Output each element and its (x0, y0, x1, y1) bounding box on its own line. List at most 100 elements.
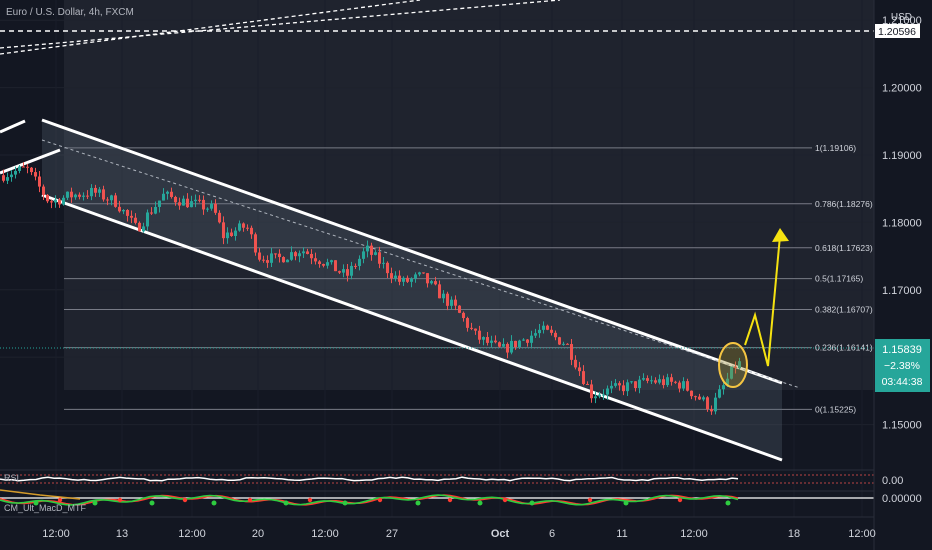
candle-body (130, 215, 133, 218)
channel-lower-line[interactable] (41, 193, 783, 462)
candle-body (426, 273, 429, 284)
candle-body (122, 210, 125, 212)
candle-body (730, 366, 733, 379)
candle-body (406, 277, 409, 282)
candle-body (542, 325, 545, 330)
candle-body (234, 230, 237, 236)
candle-body (586, 383, 589, 385)
candle-body (566, 343, 569, 345)
trend-dashed-1 (0, 0, 561, 49)
last-price-badge (875, 339, 930, 392)
candle-body (314, 258, 317, 262)
candle-body (366, 245, 369, 252)
candle-body (530, 335, 533, 343)
time-tick-label: 12:00 (848, 528, 876, 540)
macd-cross-dot (477, 500, 483, 506)
candle-body (170, 191, 173, 197)
time-axis[interactable]: 12:00 13 12:00 20 12:00 27 Oct 6 11 12:00 18 12:00 (42, 528, 876, 540)
channel-prev-upper[interactable] (0, 119, 26, 134)
candle-body (214, 203, 217, 213)
candle-body (246, 227, 249, 229)
candle-body (318, 261, 321, 265)
candles[interactable] (2, 162, 741, 415)
candle-body (590, 384, 593, 399)
candle-body (2, 175, 5, 181)
candle-body (30, 167, 33, 173)
time-tick-label: 12:00 (311, 528, 339, 540)
trend-dashed-2 (0, 0, 421, 55)
candle-body (714, 397, 717, 412)
time-tick-label: Oct (491, 528, 510, 540)
price-tick-label: 1.19000 (882, 150, 922, 162)
candle-body (290, 252, 293, 260)
macd-cross-dot (677, 497, 683, 503)
time-tick-label: 12:00 (42, 528, 70, 540)
macd-label[interactable]: CM_Ult_MacD_MTF (4, 503, 87, 513)
macd-cross-dot (182, 497, 188, 503)
channel-upper-line[interactable] (41, 118, 783, 385)
candle-body (602, 394, 605, 396)
currency-label: USD (891, 12, 912, 23)
candle-body (558, 337, 561, 345)
macd-cross-dot (623, 500, 629, 506)
projection-arrowhead (772, 228, 789, 242)
channel-prev-lower[interactable] (0, 148, 61, 175)
projection-path[interactable] (744, 235, 781, 367)
fib-level-label: 0.382(1.16707) (815, 305, 873, 315)
macd-cross-dot (342, 500, 348, 506)
candle-body (74, 194, 77, 198)
candle-body (242, 223, 245, 228)
candle-body (250, 227, 253, 235)
candle-body (150, 212, 153, 214)
candle-body (738, 361, 741, 368)
time-tick-label: 12:00 (178, 528, 206, 540)
candle-body (158, 200, 161, 207)
candle-body (694, 396, 697, 398)
time-tick-label: 27 (386, 528, 398, 540)
candle-body (630, 381, 633, 383)
candle-body (654, 380, 657, 383)
macd-cross-dot (415, 500, 421, 506)
price-tick-label: 1.20000 (882, 83, 922, 95)
candle-body (510, 340, 513, 353)
candle-body (438, 284, 441, 299)
candle-body (414, 274, 417, 279)
candle-body (322, 264, 325, 266)
candle-body (190, 201, 193, 208)
price-axis[interactable]: 1.210001.200001.190001.180001.170001.160… (882, 15, 922, 431)
symbol-title[interactable]: Euro / U.S. Dollar, 4h, FXCM (6, 7, 134, 18)
grid-lines (0, 19, 874, 426)
candle-body (38, 176, 41, 187)
candle-body (662, 379, 665, 386)
time-tick-label: 13 (116, 528, 128, 540)
candle-body (118, 206, 121, 212)
candle-body (266, 260, 269, 263)
candle-body (598, 394, 601, 397)
macd-cross-dot (33, 500, 39, 506)
candle-body (378, 252, 381, 264)
candle-body (610, 385, 613, 389)
candle-body (578, 367, 581, 372)
macd-axis-value: 0.00000 (882, 493, 922, 505)
candle-body (286, 259, 289, 263)
bar-countdown: 03:44:38 (882, 376, 923, 388)
candle-body (646, 378, 649, 381)
fib-level-label: 0.5(1.17165) (815, 274, 863, 284)
macd-cross-dot (117, 497, 123, 503)
candle-body (230, 232, 233, 236)
candle-body (46, 194, 49, 202)
candle-body (614, 383, 617, 386)
breakout-highlight[interactable] (718, 342, 748, 388)
candle-body (34, 172, 37, 177)
candle-body (238, 223, 241, 231)
candle-body (354, 265, 357, 267)
candle-body (374, 252, 377, 255)
rsi-label[interactable]: RSI (4, 473, 20, 483)
candle-body (726, 378, 729, 386)
candle-body (674, 381, 677, 383)
candle-body (294, 252, 297, 257)
rsi-line (0, 476, 739, 482)
candle-body (570, 344, 573, 360)
candle-body (98, 189, 101, 193)
